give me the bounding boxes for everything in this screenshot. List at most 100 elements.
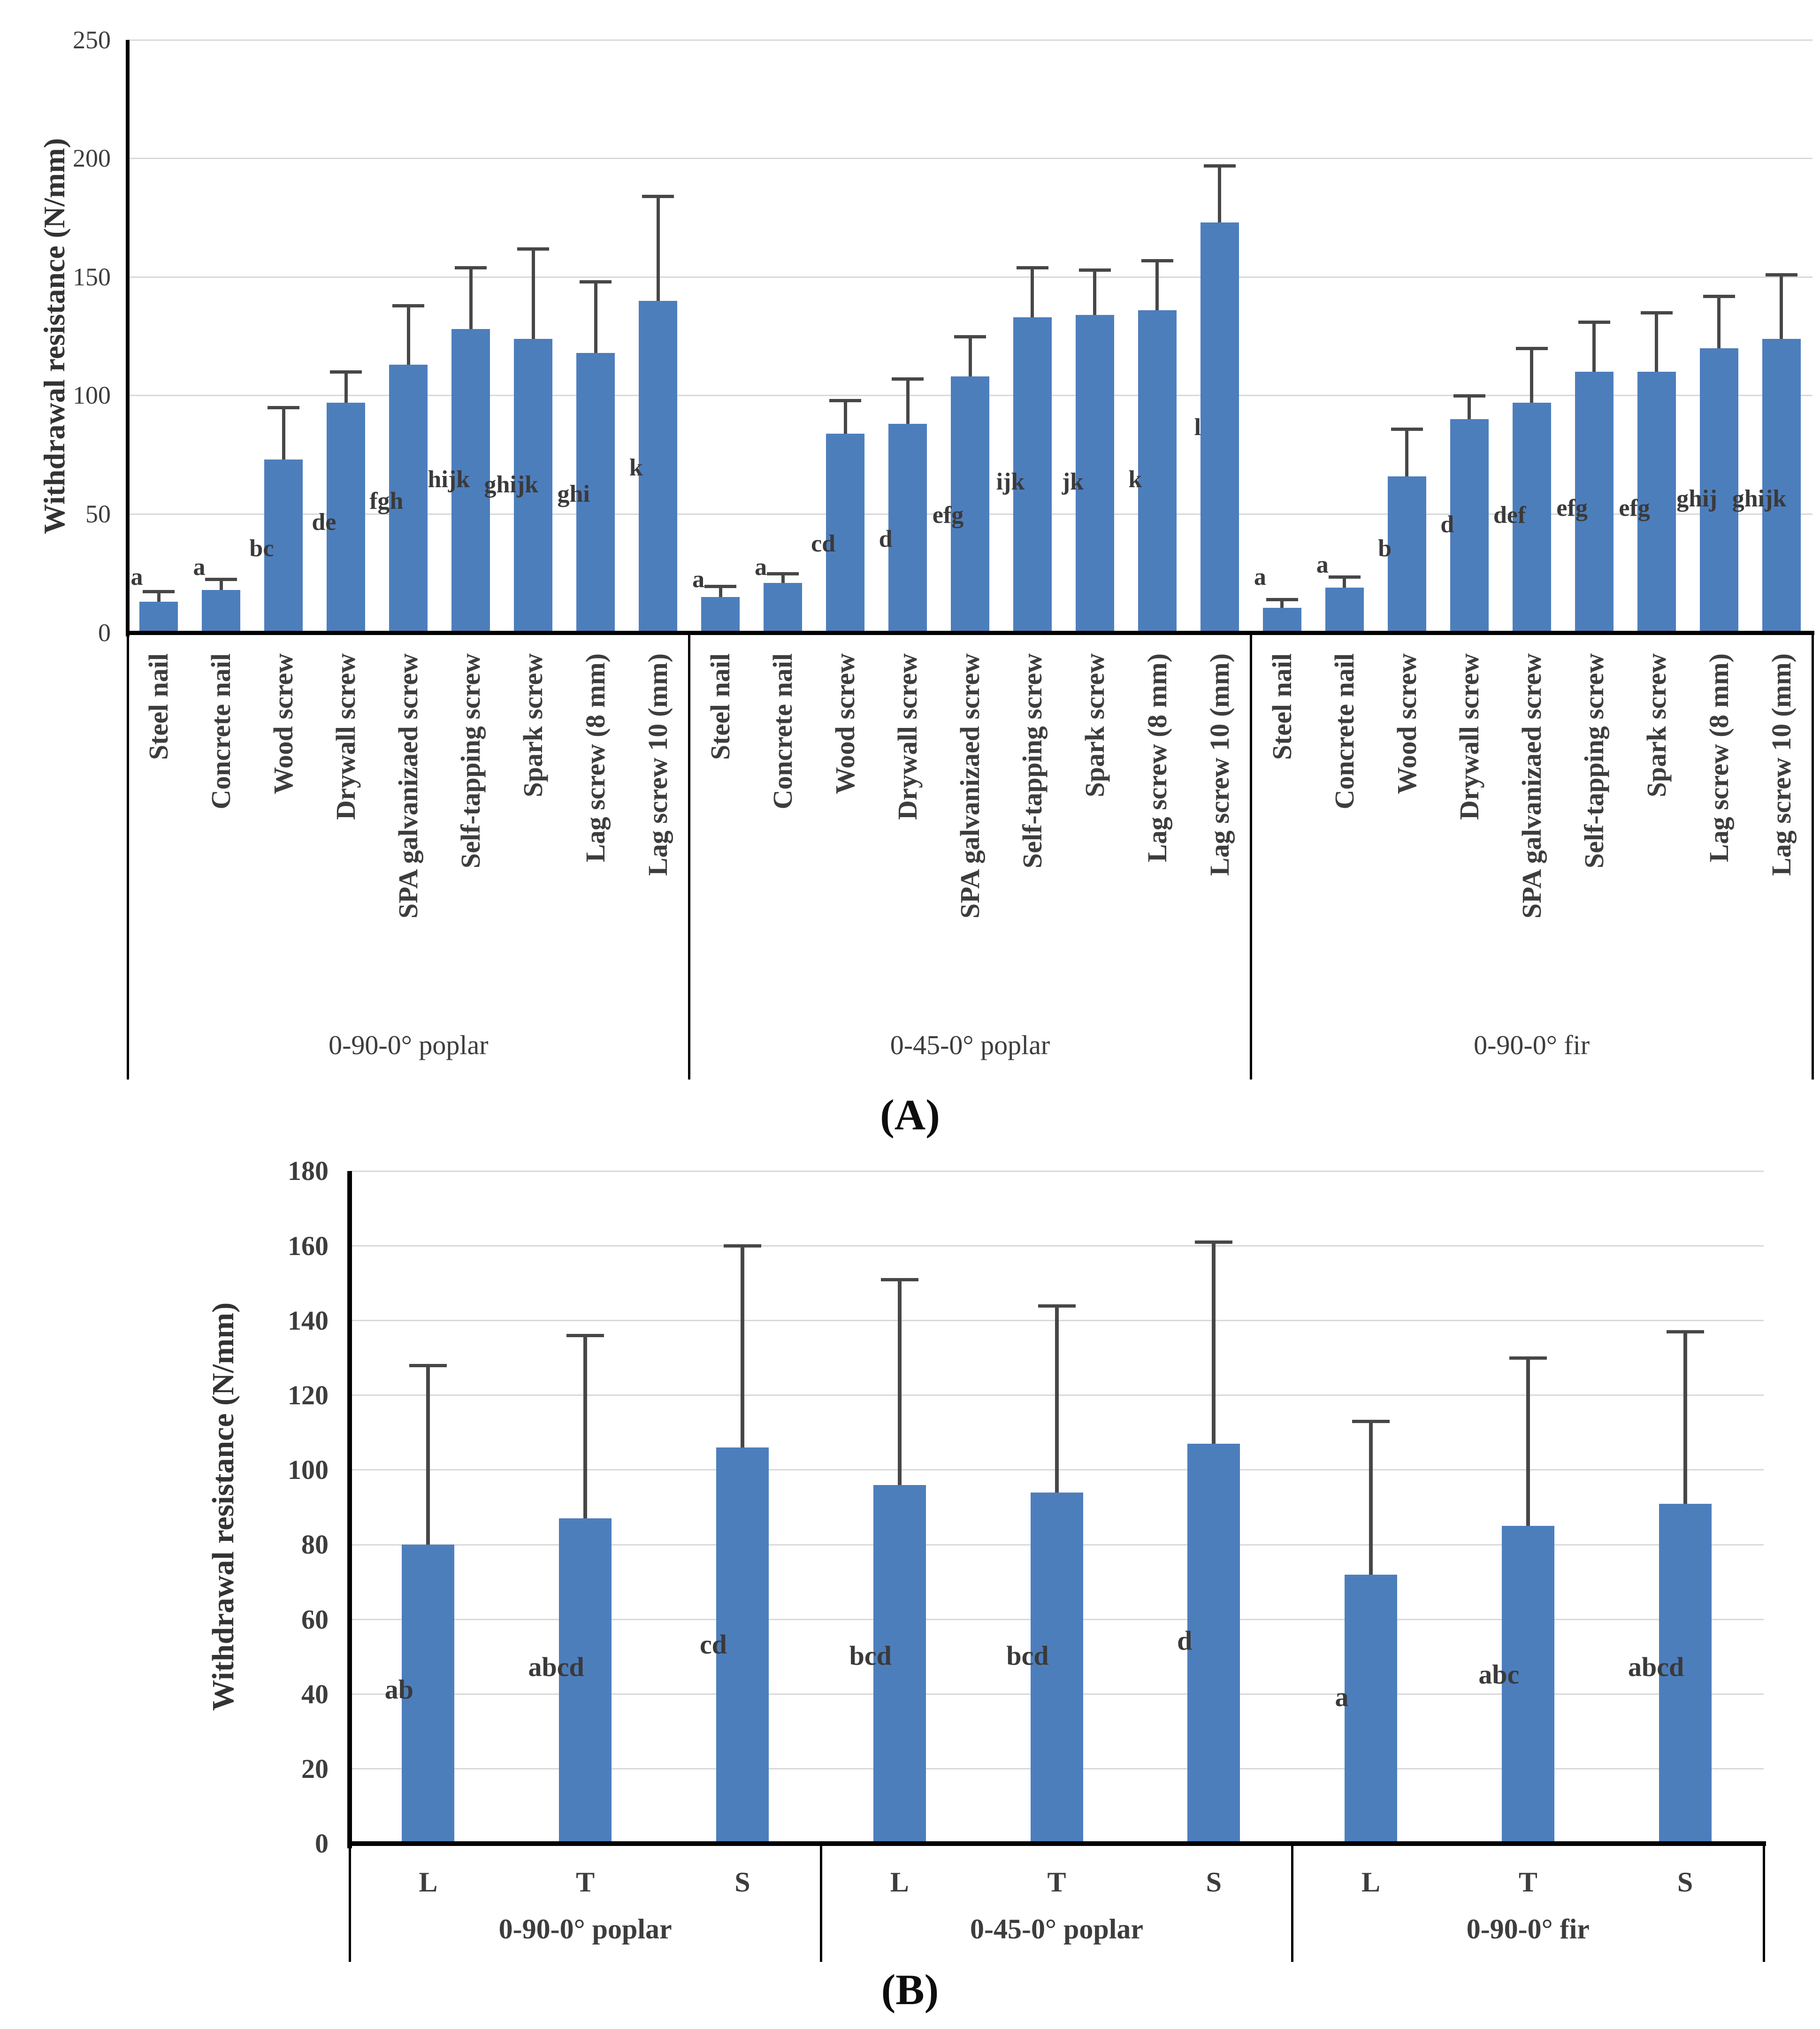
significance-letter: a (1316, 551, 1329, 579)
error-bar-whisker (1683, 1332, 1687, 1504)
error-bar-whisker (1218, 165, 1222, 222)
category-label: S (1206, 1867, 1222, 1898)
bar (1262, 607, 1301, 633)
bar (951, 376, 989, 633)
error-bar-whisker (897, 1279, 902, 1485)
bar (1138, 310, 1177, 633)
y-tick-label: 100 (73, 381, 111, 410)
caption-panel-a: (A) (880, 1091, 940, 1139)
error-bar-cap (1195, 1240, 1233, 1244)
bar (716, 1447, 769, 1844)
y-tick-label: 120 (288, 1380, 329, 1411)
error-bar-whisker (1717, 296, 1721, 348)
bar (1762, 338, 1801, 633)
caption-panel-b: (B) (881, 1966, 939, 2014)
error-bar-cap (580, 280, 612, 284)
error-bar-cap (1078, 268, 1111, 272)
significance-letter: b (1378, 535, 1392, 562)
error-bar-cap (143, 590, 175, 593)
significance-letter: hijk (428, 466, 470, 493)
error-bar-whisker (406, 305, 410, 365)
group-separator-line (126, 633, 129, 1080)
bar (1575, 372, 1614, 633)
error-bar-whisker (1369, 1421, 1373, 1575)
significance-letter: efg (1619, 495, 1650, 522)
error-bar-whisker (1526, 1358, 1530, 1526)
significance-letter: abc (1478, 1659, 1520, 1690)
bar (139, 602, 178, 633)
bar (1512, 402, 1551, 633)
gridline (128, 276, 1812, 278)
error-bar-whisker (1592, 322, 1596, 372)
significance-letter: cd (699, 1629, 727, 1660)
bar (1325, 588, 1364, 633)
error-bar-whisker (1780, 275, 1783, 339)
significance-letter: a (130, 563, 143, 590)
error-bar-whisker (656, 196, 660, 301)
group-separator-line (819, 1844, 822, 1962)
bar (826, 433, 865, 633)
y-axis-line (126, 40, 130, 636)
error-bar-whisker (594, 282, 597, 353)
error-bar-whisker (1405, 429, 1409, 476)
y-tick-label: 150 (73, 262, 111, 291)
significance-letter: ab (384, 1674, 414, 1705)
error-bar-whisker (219, 579, 223, 590)
y-tick-label: 50 (85, 500, 111, 528)
error-bar-whisker (583, 1335, 588, 1519)
bar (1501, 1526, 1554, 1844)
error-bar-whisker (1155, 260, 1159, 310)
error-bar-whisker (781, 573, 785, 583)
y-tick-label: 0 (98, 618, 111, 647)
error-bar-cap (455, 266, 487, 269)
bar (559, 1518, 612, 1844)
y-tick-label: 180 (288, 1156, 329, 1187)
error-bar-cap (1640, 311, 1673, 314)
gridline (350, 1170, 1764, 1172)
bar (1030, 1492, 1083, 1844)
category-label: L (890, 1867, 909, 1898)
significance-letter: ghij (1676, 485, 1717, 512)
error-bar-whisker (531, 248, 535, 339)
bar (514, 338, 553, 633)
bar (701, 597, 740, 633)
bar (389, 365, 428, 633)
gridline (350, 1245, 1764, 1247)
significance-letter: d (879, 525, 893, 552)
error-bar-whisker (719, 586, 722, 597)
error-bar-whisker (1212, 1242, 1216, 1444)
significance-letter: bcd (849, 1640, 892, 1671)
bar (888, 424, 927, 633)
bar (1075, 315, 1114, 633)
significance-letter: de (312, 509, 336, 536)
significance-letter: def (1493, 502, 1526, 529)
bar (1387, 476, 1426, 633)
gridline (128, 158, 1812, 160)
error-bar-cap (409, 1363, 447, 1367)
y-tick-label: 250 (73, 25, 111, 54)
error-bar-cap (1578, 321, 1610, 324)
error-bar-cap (1038, 1304, 1076, 1308)
error-bar-whisker (344, 372, 348, 403)
error-bar-cap (1703, 294, 1735, 298)
error-bar-whisker (1031, 267, 1034, 318)
error-bar-whisker (740, 1246, 744, 1448)
error-bar-whisker (906, 379, 910, 424)
significance-letter: a (755, 554, 767, 581)
significance-letter: efg (1556, 495, 1588, 522)
error-bar-whisker (1530, 348, 1534, 403)
error-bar-whisker (282, 407, 285, 460)
error-bar-cap (704, 585, 737, 589)
bar (1345, 1574, 1398, 1844)
error-bar-cap (1666, 1330, 1704, 1334)
category-label: S (734, 1867, 750, 1898)
error-bar-whisker (1655, 312, 1659, 372)
y-tick-label: 0 (315, 1828, 329, 1859)
significance-letter: bcd (1006, 1640, 1049, 1671)
significance-letter: a (1335, 1681, 1349, 1712)
y-tick-label: 80 (301, 1529, 329, 1560)
bar (576, 352, 615, 633)
error-bar-cap (1352, 1420, 1390, 1424)
